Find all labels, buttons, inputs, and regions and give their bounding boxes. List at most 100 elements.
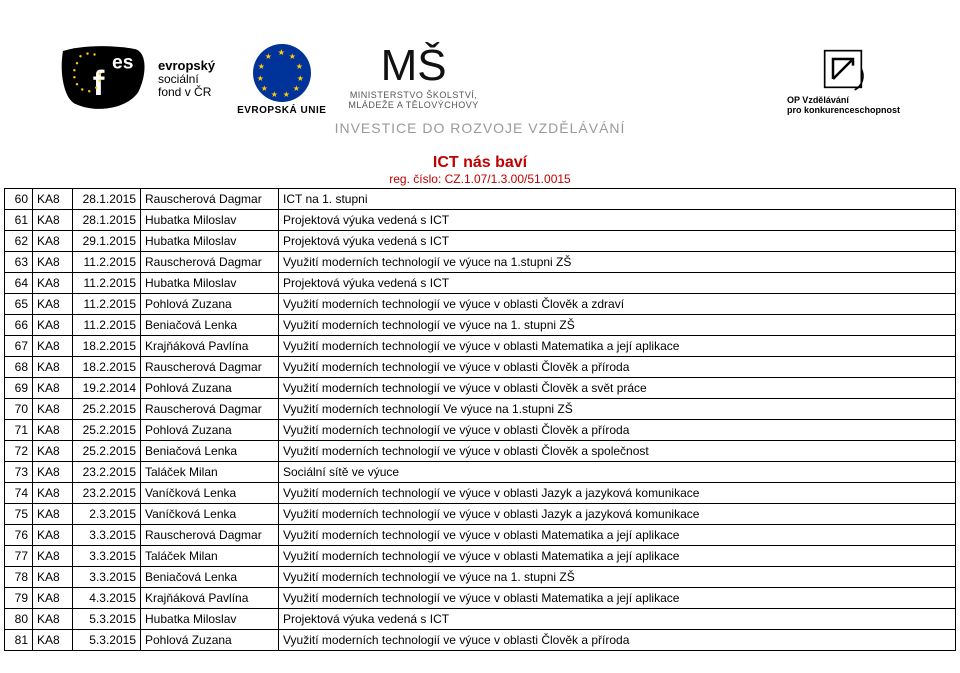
- cell: Využití moderních technologií ve výuce v…: [279, 504, 956, 525]
- cell: Využití moderních technologií ve výuce v…: [279, 420, 956, 441]
- cell: 3.3.2015: [73, 567, 141, 588]
- esf-logo-icon: es f: [60, 44, 150, 114]
- cell: KA8: [33, 483, 73, 504]
- eu-logo: ★ ★ ★ ★ ★ ★ ★ ★ ★ ★ ★ ★ EVROPSKÁ UNIE: [237, 44, 326, 116]
- cell: Využití moderních technologií ve výuce v…: [279, 441, 956, 462]
- cell: Krajňáková Pavlína: [141, 588, 279, 609]
- cell: Využití moderních technologií ve výuce n…: [279, 567, 956, 588]
- cell: Hubatka Miloslav: [141, 231, 279, 252]
- cell: Využití moderních technologií ve výuce v…: [279, 630, 956, 651]
- cell: Hubatka Miloslav: [141, 609, 279, 630]
- cell: Využití moderních technologií ve výuce v…: [279, 357, 956, 378]
- cell: Využití moderních technologií Ve výuce n…: [279, 399, 956, 420]
- cell: 61: [5, 210, 33, 231]
- cell: 75: [5, 504, 33, 525]
- opvk-label: OP Vzdělávání pro konkurenceschopnost: [787, 96, 900, 116]
- cell: KA8: [33, 378, 73, 399]
- cell: KA8: [33, 609, 73, 630]
- cell: Beniačová Lenka: [141, 567, 279, 588]
- cell: Pohlová Zuzana: [141, 378, 279, 399]
- table-row: 71KA825.2.2015Pohlová ZuzanaVyužití mode…: [5, 420, 956, 441]
- cell: Sociální sítě ve výuce: [279, 462, 956, 483]
- esf-line1: evropský: [158, 59, 215, 73]
- cell: 19.2.2014: [73, 378, 141, 399]
- cell: Pohlová Zuzana: [141, 420, 279, 441]
- cell: Projektová výuka vedená s ICT: [279, 210, 956, 231]
- cell: ICT na 1. stupni: [279, 189, 956, 210]
- cell: Rauscherová Dagmar: [141, 189, 279, 210]
- cell: Využití moderních technologií ve výuce v…: [279, 336, 956, 357]
- table-row: 75KA82.3.2015Vaníčková LenkaVyužití mode…: [5, 504, 956, 525]
- cell: Taláček Milan: [141, 462, 279, 483]
- cell: 60: [5, 189, 33, 210]
- cell: Využití moderních technologií ve výuce v…: [279, 483, 956, 504]
- cell: 28.1.2015: [73, 210, 141, 231]
- cell: Využití moderních technologií ve výuce n…: [279, 252, 956, 273]
- cell: 65: [5, 294, 33, 315]
- esf-logo-text: evropský sociální fond v ČR: [158, 59, 215, 100]
- cell: 4.3.2015: [73, 588, 141, 609]
- table-row: 80KA85.3.2015Hubatka MiloslavProjektová …: [5, 609, 956, 630]
- table-row: 64KA811.2.2015Hubatka MiloslavProjektová…: [5, 273, 956, 294]
- investment-tagline: INVESTICE DO ROZVOJE VZDĚLÁVÁNÍ: [0, 120, 960, 136]
- table-row: 60KA828.1.2015Rauscherová DagmarICT na 1…: [5, 189, 956, 210]
- page-title: ICT nás baví: [4, 154, 956, 172]
- cell: KA8: [33, 462, 73, 483]
- cell: KA8: [33, 399, 73, 420]
- cell: Využití moderních technologií ve výuce v…: [279, 525, 956, 546]
- cell: 18.2.2015: [73, 357, 141, 378]
- eu-label: EVROPSKÁ UNIE: [237, 105, 326, 116]
- cell: KA8: [33, 630, 73, 651]
- table-row: 74KA823.2.2015Vaníčková LenkaVyužití mod…: [5, 483, 956, 504]
- opvk-arrow-icon: [818, 44, 868, 94]
- table-row: 63KA811.2.2015Rauscherová DagmarVyužití …: [5, 252, 956, 273]
- cell: Využití moderních technologií ve výuce v…: [279, 294, 956, 315]
- cell: Využití moderních technologií ve výuce v…: [279, 546, 956, 567]
- content-area: ICT nás baví reg. číslo: CZ.1.07/1.3.00/…: [0, 154, 960, 651]
- cell: Krajňáková Pavlína: [141, 336, 279, 357]
- cell: Využití moderních technologií ve výuce v…: [279, 378, 956, 399]
- table-row: 62KA829.1.2015Hubatka MiloslavProjektová…: [5, 231, 956, 252]
- data-table: 60KA828.1.2015Rauscherová DagmarICT na 1…: [4, 188, 956, 651]
- cell: 77: [5, 546, 33, 567]
- logo-row: es f evropský sociální fond v ČR ★: [60, 44, 479, 116]
- cell: 23.2.2015: [73, 483, 141, 504]
- cell: KA8: [33, 231, 73, 252]
- cell: KA8: [33, 252, 73, 273]
- cell: KA8: [33, 420, 73, 441]
- cell: KA8: [33, 210, 73, 231]
- cell: 68: [5, 357, 33, 378]
- cell: 2.3.2015: [73, 504, 141, 525]
- table-row: 76KA83.3.2015Rauscherová DagmarVyužití m…: [5, 525, 956, 546]
- opvk-line2: pro konkurenceschopnost: [787, 106, 900, 116]
- cell: KA8: [33, 567, 73, 588]
- cell: 23.2.2015: [73, 462, 141, 483]
- cell: Projektová výuka vedená s ICT: [279, 609, 956, 630]
- cell: 67: [5, 336, 33, 357]
- cell: Vaníčková Lenka: [141, 483, 279, 504]
- cell: 28.1.2015: [73, 189, 141, 210]
- table-row: 67KA818.2.2015Krajňáková PavlínaVyužití …: [5, 336, 956, 357]
- cell: KA8: [33, 504, 73, 525]
- cell: 74: [5, 483, 33, 504]
- cell: Vaníčková Lenka: [141, 504, 279, 525]
- cell: Pohlová Zuzana: [141, 630, 279, 651]
- table-row: 61KA828.1.2015Hubatka MiloslavProjektová…: [5, 210, 956, 231]
- cell: 62: [5, 231, 33, 252]
- table-row: 72KA825.2.2015Beniačová LenkaVyužití mod…: [5, 441, 956, 462]
- cell: Rauscherová Dagmar: [141, 252, 279, 273]
- cell: Pohlová Zuzana: [141, 294, 279, 315]
- cell: 71: [5, 420, 33, 441]
- cell: 63: [5, 252, 33, 273]
- cell: Hubatka Miloslav: [141, 273, 279, 294]
- cell: KA8: [33, 273, 73, 294]
- cell: 72: [5, 441, 33, 462]
- cell: 18.2.2015: [73, 336, 141, 357]
- cell: 3.3.2015: [73, 525, 141, 546]
- cell: Beniačová Lenka: [141, 315, 279, 336]
- cell: Taláček Milan: [141, 546, 279, 567]
- cell: 80: [5, 609, 33, 630]
- msmt-logo-icon: MŠ: [381, 44, 447, 88]
- table-row: 79KA84.3.2015Krajňáková PavlínaVyužití m…: [5, 588, 956, 609]
- cell: Rauscherová Dagmar: [141, 357, 279, 378]
